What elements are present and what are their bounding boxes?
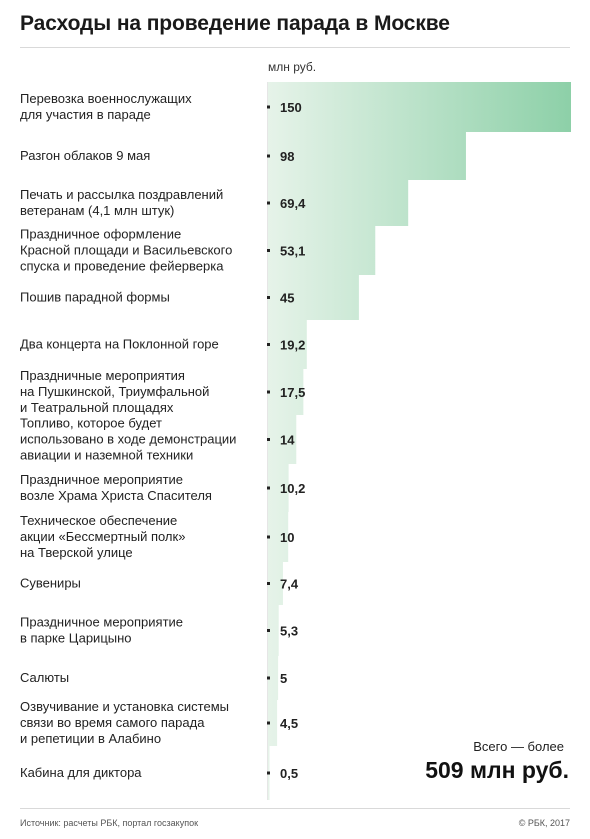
bar (268, 562, 283, 605)
bar-tick (267, 201, 270, 205)
category-label-line: Разгон облаков 9 мая (20, 148, 150, 163)
value-label: 4,5 (280, 716, 298, 731)
category-label-line: Сувениры (20, 576, 81, 591)
bar-tick (267, 486, 270, 490)
category-label-line: спуска и проведение фейерверка (20, 259, 224, 274)
bar (268, 369, 304, 415)
bar (268, 656, 279, 700)
total-label: Всего — более (473, 739, 564, 754)
category-label-line: акции «Бессмертный полк» (20, 529, 185, 544)
category-label: Праздничное мероприятие возле Храма Христ… (20, 472, 212, 503)
chart-title: Расходы на проведение парада в Москве (20, 12, 450, 35)
category-label: Топливо, которое будет использовано в ход… (20, 416, 236, 463)
category-label-line: авиации и наземной техники (20, 448, 193, 463)
category-label-line: на Пушкинской, Триумфальной (20, 384, 209, 399)
category-label-line: Салюты (20, 670, 69, 685)
bar-tick (267, 438, 270, 441)
bar-tick (267, 676, 270, 680)
category-label-line: использовано в ходе демонстрации (20, 432, 236, 447)
bar (268, 605, 279, 656)
category-label-line: Перевозка военнослужащих (20, 91, 192, 106)
category-label: Праздничное оформление Красной площади и … (20, 227, 232, 274)
category-label: Кабина для диктора (20, 765, 142, 780)
category-label: Два концерта на Поклонной горе (20, 337, 219, 352)
bar (268, 415, 297, 464)
category-label-line: для участия в параде (20, 107, 151, 122)
category-label: Разгон облаков 9 мая (20, 148, 150, 163)
bar-tick (267, 296, 270, 299)
value-label: 5 (280, 671, 287, 686)
bar-tick (267, 582, 270, 585)
category-label-line: Печать и рассылка поздравлений (20, 187, 223, 202)
category-label: Сувениры (20, 576, 81, 591)
category-label-line: Красной площади и Васильевского (20, 243, 232, 258)
bottom-divider (20, 808, 570, 809)
category-label-line: в парке Царицыно (20, 631, 132, 646)
category-label-line: ветеранам (4,1 млн штук) (20, 203, 174, 218)
category-label-line: Техническое обеспечение (20, 513, 177, 528)
bar (268, 320, 307, 369)
bar-tick (267, 390, 270, 394)
category-label: Техническое обеспечение акции «Бессмертны… (20, 513, 185, 560)
bar-tick (267, 721, 270, 725)
copyright-note: © РБК, 2017 (518, 818, 570, 828)
category-label-line: Кабина для диктора (20, 765, 142, 780)
bar-tick (267, 343, 270, 346)
bar (268, 82, 571, 132)
value-label: 150 (280, 100, 302, 115)
value-label: 98 (280, 149, 294, 164)
category-label-line: Праздничное оформление (20, 227, 181, 242)
bar-tick (267, 105, 270, 109)
bar (268, 464, 289, 512)
bar-tick (267, 629, 270, 632)
value-label: 69,4 (280, 196, 306, 211)
bar (268, 226, 376, 275)
category-label-line: Озвучивание и установка системы (20, 699, 229, 714)
value-label: 53,1 (280, 244, 305, 259)
total-value: 509 млн руб. (425, 757, 569, 783)
category-label-line: Праздничное мероприятие (20, 615, 183, 630)
value-label: 10,2 (280, 481, 305, 496)
category-label: Пошив парадной формы (20, 290, 170, 305)
value-label: 14 (280, 433, 295, 448)
category-label: Праздничное мероприятие в парке Царицыно (20, 615, 183, 646)
bar-tick (267, 249, 270, 252)
category-label-line: Топливо, которое будет (20, 416, 162, 431)
top-divider (20, 47, 570, 48)
category-label-line: на Тверской улице (20, 545, 133, 560)
value-label: 5,3 (280, 624, 298, 639)
category-label-line: Праздничные мероприятия (20, 368, 185, 383)
category-label: Перевозка военнослужащих для участия в па… (20, 91, 192, 122)
bar-tick (267, 154, 270, 158)
unit-label: млн руб. (268, 60, 317, 74)
bar (268, 275, 359, 320)
source-note: Источник: расчеты РБК, портал госзакупок (20, 818, 199, 828)
bar-tick (267, 771, 270, 775)
value-label: 0,5 (280, 766, 298, 781)
category-label-line: Два концерта на Поклонной горе (20, 337, 219, 352)
value-label: 45 (280, 291, 294, 306)
category-label: Озвучивание и установка системы связи во … (20, 699, 229, 746)
bar (268, 180, 409, 226)
category-label-line: возле Храма Христа Спасителя (20, 488, 212, 503)
value-label: 19,2 (280, 338, 305, 353)
category-label-line: и репетиции в Алабино (20, 731, 161, 746)
bar (268, 512, 289, 562)
bar (268, 700, 278, 746)
category-label: Печать и рассылка поздравлений ветеранам … (20, 187, 223, 218)
value-label: 7,4 (280, 577, 299, 592)
category-label-line: и Театральной площадях (20, 400, 174, 415)
bar (268, 132, 466, 180)
value-label: 10 (280, 530, 294, 545)
category-label-line: связи во время самого парада (20, 715, 205, 730)
category-label: Праздничные мероприятия на Пушкинской, Тр… (20, 368, 209, 415)
category-label: Салюты (20, 670, 69, 685)
bar-tick (267, 535, 270, 539)
category-label-line: Праздничное мероприятие (20, 472, 183, 487)
category-label-line: Пошив парадной формы (20, 290, 170, 305)
value-label: 17,5 (280, 385, 305, 400)
